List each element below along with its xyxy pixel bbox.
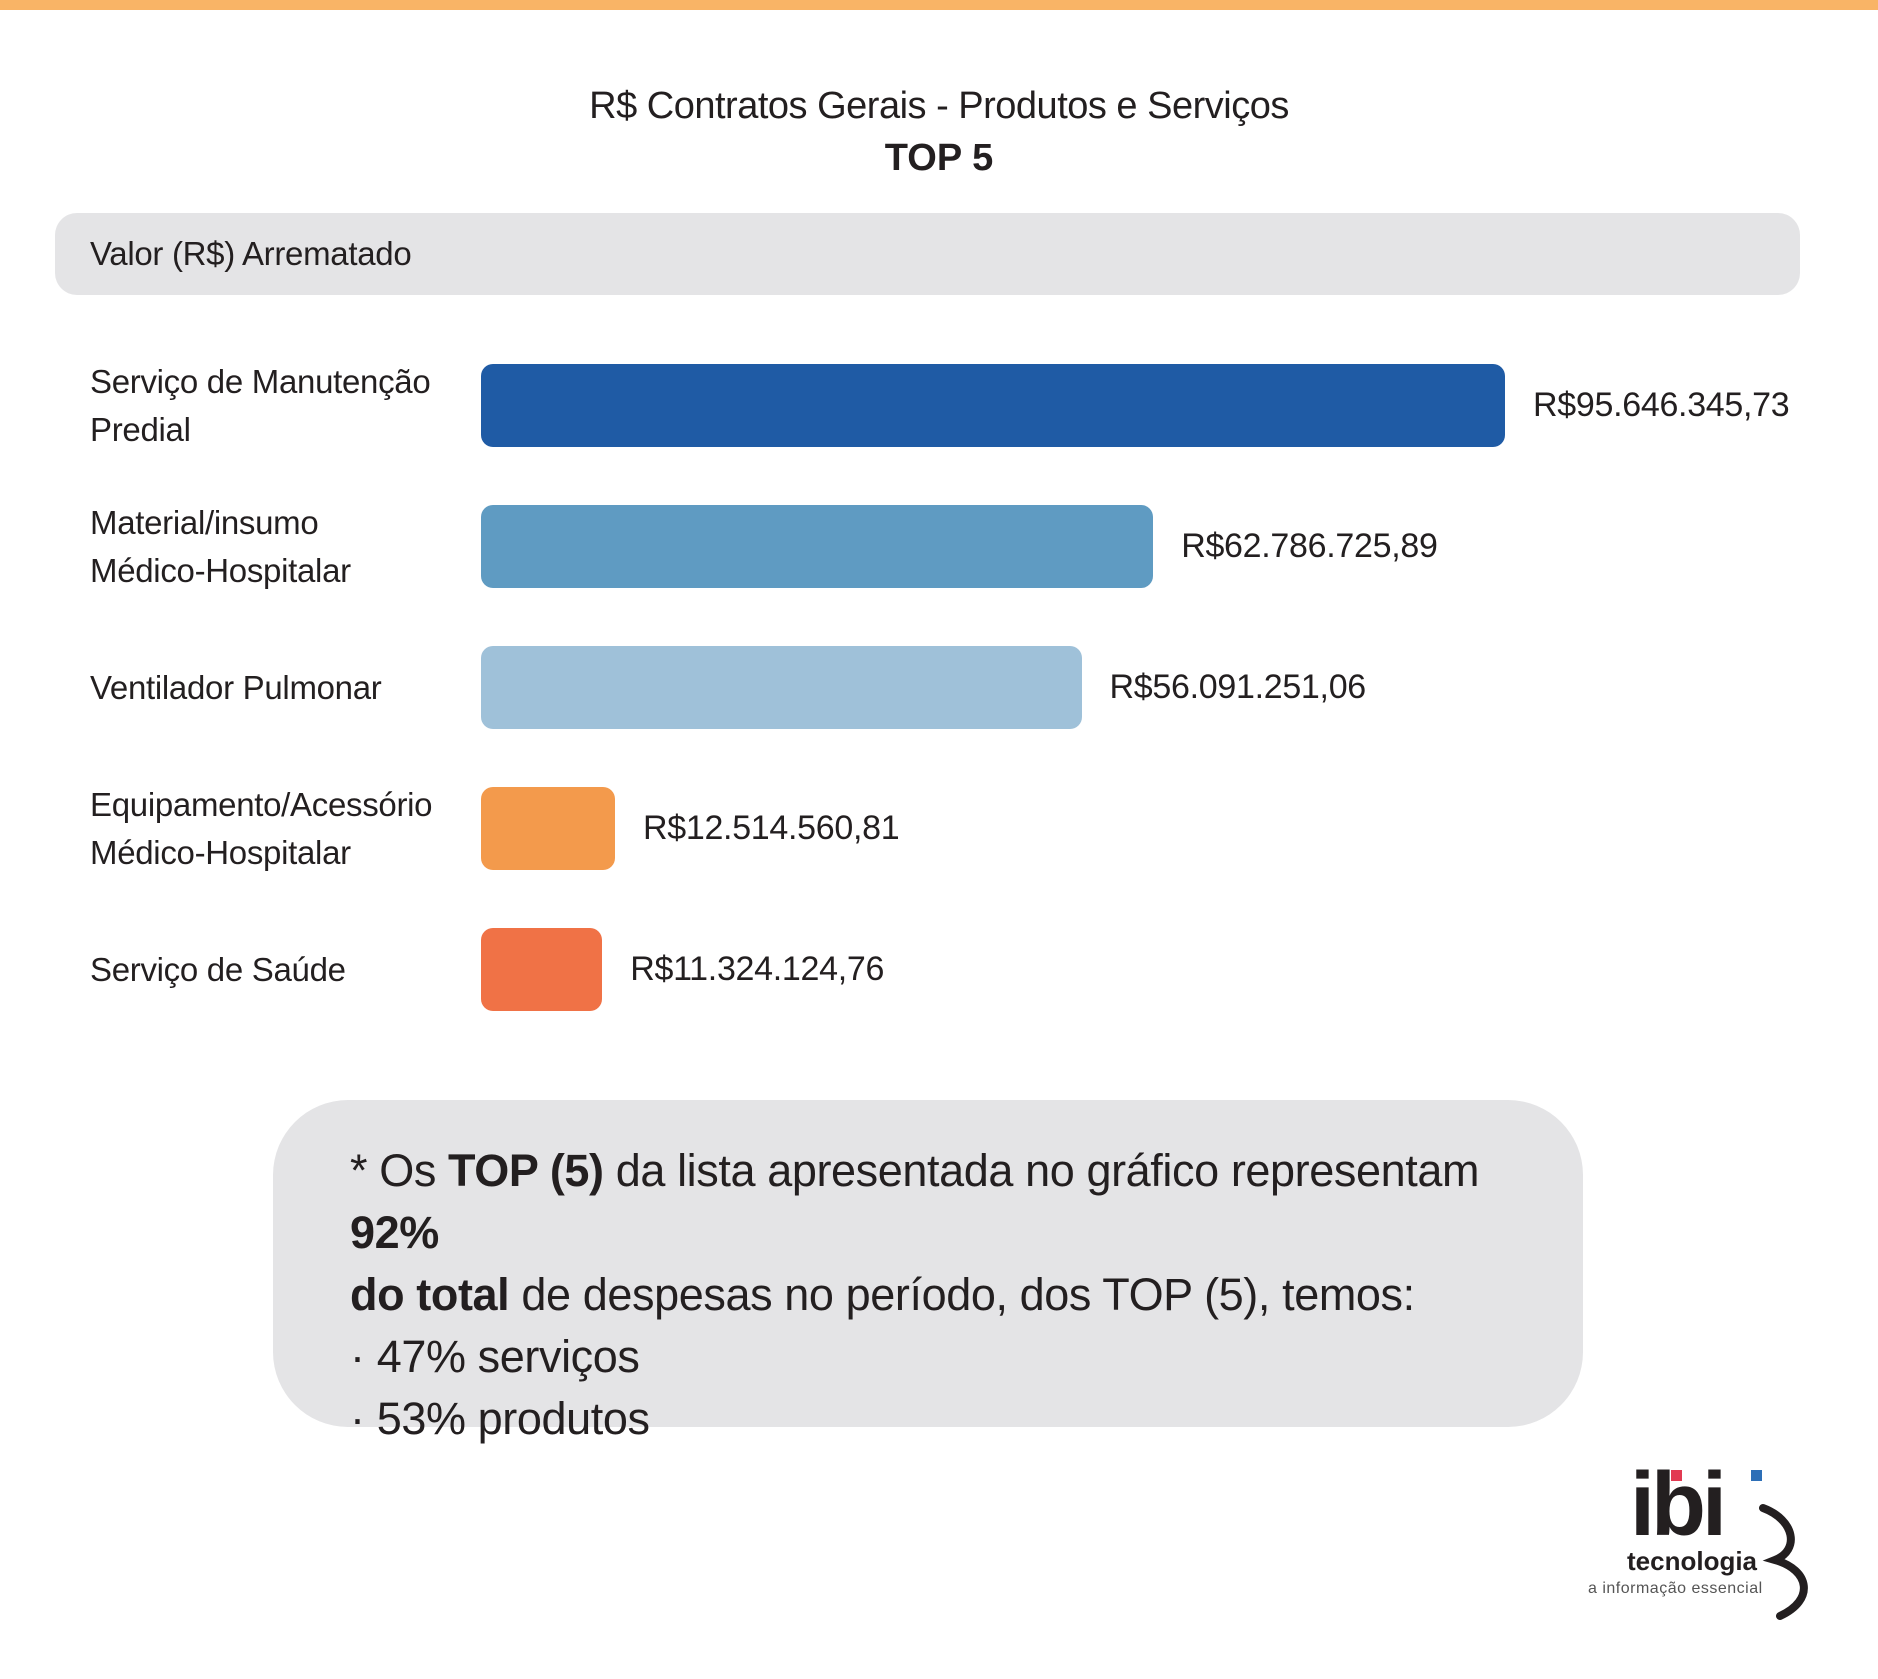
title-block: R$ Contratos Gerais - Produtos e Serviço… bbox=[0, 80, 1878, 184]
bar-value-label: R$56.091.251,06 bbox=[1109, 668, 1367, 706]
note-line-3: · 47% serviços bbox=[350, 1331, 640, 1382]
note-line-2: do total de despesas no período, dos TOP… bbox=[350, 1264, 1550, 1326]
bar bbox=[481, 646, 1082, 729]
category-label-line: Médico-Hospitalar bbox=[90, 833, 351, 871]
logo-tagline: a informação essencial bbox=[1588, 1580, 1763, 1597]
category-label: Ventilador Pulmonar bbox=[90, 664, 480, 712]
note-line-1: * Os TOP (5) da lista apresentada no grá… bbox=[350, 1140, 1550, 1264]
note-line2-a: do total bbox=[350, 1269, 510, 1320]
note-line1-b: TOP (5) bbox=[448, 1145, 604, 1196]
bar bbox=[481, 364, 1505, 447]
category-label-line: Material/insumo bbox=[90, 503, 319, 541]
chart-title: R$ Contratos Gerais - Produtos e Serviço… bbox=[589, 85, 1289, 127]
category-label-line: Ventilador Pulmonar bbox=[90, 668, 382, 706]
category-label-line: Equipamento/Acessório bbox=[90, 785, 433, 823]
note-line2-b: de despesas no período, dos TOP (5), tem… bbox=[509, 1269, 1415, 1320]
category-label: Serviço de Manutenção Predial bbox=[90, 358, 480, 454]
top-accent-stripe bbox=[0, 0, 1878, 10]
chart-subtitle: TOP 5 bbox=[884, 137, 994, 179]
category-label: Equipamento/Acessório Médico-Hospitalar bbox=[90, 781, 480, 877]
bar-value-label: R$11.324.124,76 bbox=[630, 950, 885, 988]
bar-value-label: R$95.646.345,73 bbox=[1533, 386, 1790, 424]
category-label-line: Predial bbox=[90, 410, 191, 448]
value-header-label: Valor (R$) Arrematado bbox=[90, 235, 412, 272]
logo-red-dot-icon bbox=[1671, 1470, 1682, 1481]
category-label: Material/insumo Médico-Hospitalar bbox=[90, 499, 480, 595]
note-line1-d: 92% bbox=[350, 1207, 439, 1258]
bar bbox=[481, 505, 1154, 588]
category-label-line: Serviço de Manutenção bbox=[90, 362, 431, 400]
logo-swoosh-icon bbox=[1759, 1504, 1808, 1620]
ibi-logo: ibi tecnologia a informação essencial bbox=[1580, 1460, 1840, 1620]
bar bbox=[481, 928, 603, 1011]
category-label: Serviço de Saúde bbox=[90, 946, 480, 994]
note-line-4: · 53% produtos bbox=[350, 1393, 650, 1444]
category-label-line: Serviço de Saúde bbox=[90, 950, 346, 988]
value-header-bar: Valor (R$) Arrematado bbox=[55, 213, 1800, 295]
summary-note-box: * Os TOP (5) da lista apresentada no grá… bbox=[273, 1100, 1583, 1444]
summary-note-text: * Os TOP (5) da lista apresentada no grá… bbox=[350, 1140, 1550, 1450]
note-line1-a: * Os bbox=[350, 1145, 449, 1196]
logo-blue-dot-icon bbox=[1751, 1470, 1762, 1481]
bar-chart: Serviço de Manutenção Predial R$95.646.345… bbox=[0, 340, 1878, 1040]
bar-value-label: R$12.514.560,81 bbox=[642, 809, 900, 847]
bar bbox=[481, 787, 615, 870]
note-line1-c: da lista apresentada no gráfico represen… bbox=[603, 1145, 1480, 1196]
category-label-line: Médico-Hospitalar bbox=[90, 551, 351, 589]
bar-value-label: R$62.786.725,89 bbox=[1181, 527, 1438, 565]
logo-tecnologia: tecnologia bbox=[1627, 1546, 1758, 1576]
